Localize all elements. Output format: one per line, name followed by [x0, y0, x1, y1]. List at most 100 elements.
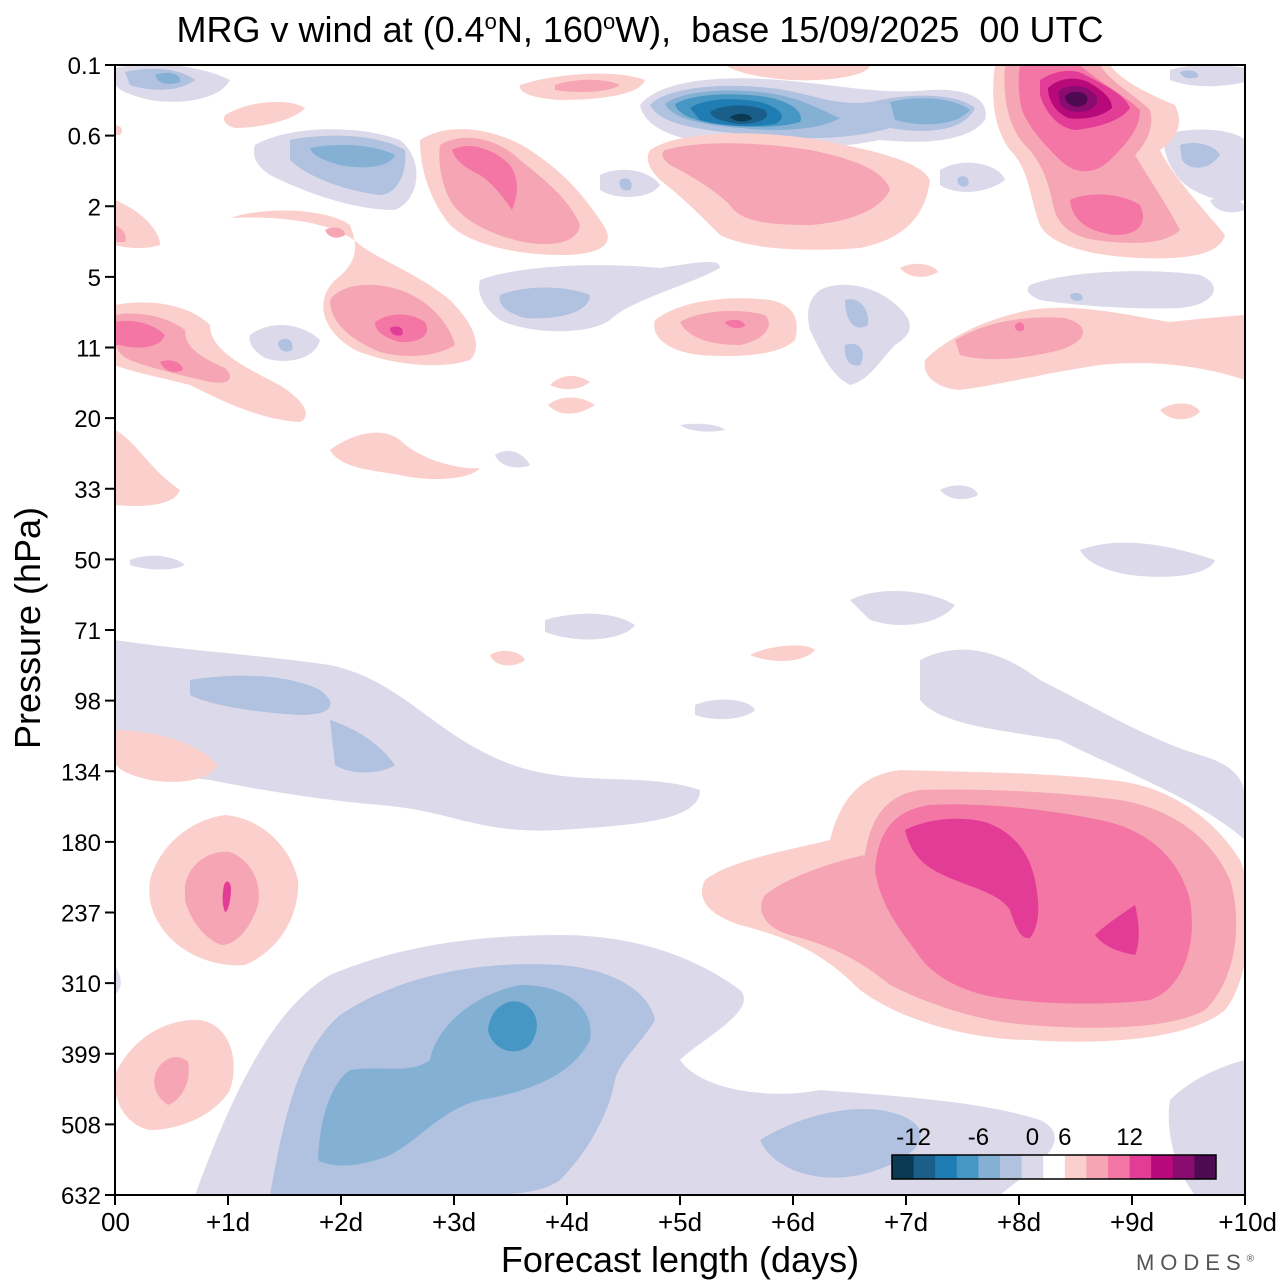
- neg-region-lavender: [130, 555, 185, 570]
- pos-region-upper: [1014, 322, 1025, 332]
- pos-region-upper: [325, 227, 345, 238]
- x-tick-label: 00: [101, 1207, 130, 1237]
- neg-region-upper: [940, 485, 978, 500]
- colorbar-frame: [891, 1154, 1217, 1180]
- neg-region-lavender: [545, 613, 635, 640]
- pos-region-upper: [550, 375, 590, 390]
- x-tick-label: +5d: [658, 1207, 702, 1237]
- y-tick-label: 0.6: [68, 124, 101, 151]
- x-tick-label: +6d: [771, 1207, 815, 1237]
- y-tick-label: 508: [61, 1112, 101, 1139]
- y-axis: 0.1 0.6 2 5 11 20 33 50 71 98 134 180 237 310 399 508 63…: [61, 53, 115, 1210]
- neg-region-upper: [957, 176, 969, 187]
- pos-region-lower: [905, 818, 1039, 939]
- neg-region-upper: [940, 162, 1005, 192]
- pos-region-mid: [750, 645, 815, 662]
- neg-region-upper: [844, 343, 863, 366]
- colorbar-label: 0: [1026, 1124, 1039, 1151]
- neg-region-lavender: [115, 640, 700, 831]
- pos-region-upper: [680, 310, 769, 345]
- pos-region-lower: [154, 1057, 189, 1105]
- y-tick-label: 134: [61, 759, 101, 786]
- colorbar-swatch: [1021, 1155, 1044, 1179]
- colorbar-swatch: [1151, 1155, 1174, 1179]
- colorbar-swatch: [1086, 1155, 1109, 1179]
- neg-region-lower: [760, 1109, 921, 1178]
- neg-region-lower: [115, 965, 121, 995]
- modes-watermark: MODES®: [1135, 1250, 1254, 1275]
- pos-region-upper: [115, 225, 126, 242]
- pos-region-mid: [490, 650, 525, 666]
- neg-region-upper: [730, 113, 752, 122]
- pos-region-mid: [115, 730, 218, 782]
- neg-region-lavender: [695, 699, 755, 720]
- contour-field: [115, 65, 1245, 1195]
- neg-region-lavender: [920, 649, 1245, 840]
- x-axis: 00 +1d +2d +3d +4d +5d +6d +7d +8d +9d +10d: [101, 1195, 1277, 1237]
- x-tick-label: +7d: [884, 1207, 928, 1237]
- y-tick-label: 180: [61, 830, 101, 857]
- neg-region-lavender: [850, 590, 955, 625]
- neg-region-upper: [1180, 70, 1199, 79]
- neg-region-upper: [808, 284, 910, 385]
- x-tick-label: +4d: [545, 1207, 589, 1237]
- colorbar-label: -12: [896, 1124, 931, 1151]
- pos-region-upper: [725, 319, 745, 329]
- pos-region-upper: [900, 263, 938, 277]
- y-tick-label: 0.1: [68, 53, 101, 80]
- pos-region-upper: [390, 326, 403, 336]
- y-tick-label: 71: [74, 618, 101, 645]
- neg-region-upper: [845, 299, 869, 328]
- neg-region-upper: [499, 287, 590, 319]
- neg-region-upper: [1170, 65, 1245, 87]
- pos-region-lower: [222, 881, 231, 912]
- y-tick-label: 5: [88, 265, 101, 292]
- x-tick-label: +10d: [1218, 1207, 1277, 1237]
- pos-region-upper: [955, 317, 1084, 360]
- neg-region-upper: [495, 450, 530, 468]
- y-tick-label: 98: [74, 689, 101, 716]
- neg-region-upper: [680, 423, 725, 432]
- neg-region-upper: [155, 72, 181, 84]
- y-tick-label: 237: [61, 901, 101, 928]
- neg-region-lavender: [330, 720, 395, 773]
- chart-title: MRG v wind at (0.4oN, 160oW), base 15/09…: [176, 9, 1104, 50]
- pos-region-mid: [115, 430, 180, 507]
- colorbar-swatch: [1000, 1155, 1023, 1179]
- neg-region-lower: [488, 1001, 537, 1052]
- colorbar-swatch: [978, 1155, 1001, 1179]
- neg-region-upper: [1027, 271, 1214, 309]
- pos-region-mid: [1160, 403, 1200, 420]
- neg-region-upper: [890, 98, 970, 125]
- colorbar-swatch: [913, 1155, 936, 1179]
- pos-region-upper: [223, 101, 305, 128]
- colorbar-swatch: [1129, 1155, 1152, 1179]
- neg-region-lavender: [190, 675, 331, 715]
- neg-region-upper: [619, 178, 632, 191]
- pos-region-lower: [1095, 905, 1139, 955]
- colorbar-label: 12: [1116, 1124, 1143, 1151]
- neg-region-upper: [278, 338, 293, 352]
- neg-region-upper: [310, 144, 395, 168]
- pos-region-upper: [1070, 194, 1143, 235]
- x-tick-label: +3d: [432, 1207, 476, 1237]
- y-tick-label: 33: [74, 477, 101, 504]
- pos-region-mid: [330, 432, 480, 480]
- y-tick-label: 310: [61, 971, 101, 998]
- y-tick-label: 50: [74, 547, 101, 574]
- pos-region-upper: [115, 320, 165, 348]
- colorbar-swatch: [1172, 1155, 1195, 1179]
- neg-region-upper: [1210, 197, 1245, 213]
- colorbar-swatch: [1108, 1155, 1131, 1179]
- colorbar: -12 -6 0 6 12: [891, 1124, 1217, 1180]
- x-axis-label: Forecast length (days): [500, 1239, 860, 1280]
- pos-region-upper: [662, 143, 890, 225]
- colorbar-swatch: [1064, 1155, 1087, 1179]
- pos-region-upper: [115, 125, 123, 135]
- pos-region-upper: [548, 397, 595, 414]
- colorbar-swatch: [1194, 1155, 1217, 1179]
- pos-region-upper: [1065, 91, 1088, 107]
- pos-region-upper: [160, 360, 183, 372]
- x-tick-label: +1d: [206, 1207, 250, 1237]
